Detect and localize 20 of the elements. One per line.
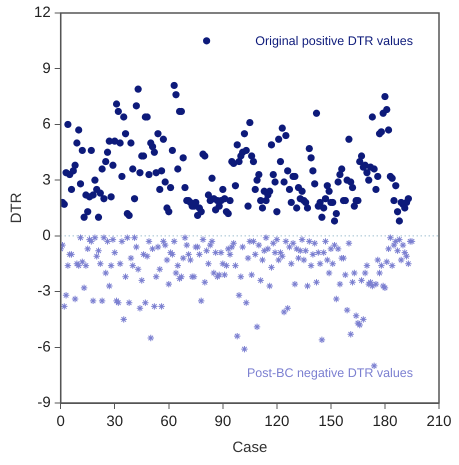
y-tick-label: 9 [42, 60, 51, 77]
y-tick-label: -3 [37, 282, 51, 300]
x-axis-title: Case [232, 439, 268, 456]
x-tick-label: 180 [372, 413, 398, 430]
x-tick-label: 60 [160, 413, 178, 430]
x-tick-label: 150 [318, 413, 344, 430]
y-tick-label: 0 [42, 227, 51, 244]
y-axis-title: DTR [8, 192, 26, 224]
x-tick-label: 210 [426, 413, 452, 430]
y-tick-label: 12 [34, 4, 51, 22]
y-tick-label: 6 [42, 116, 51, 133]
x-tick-label: 30 [106, 413, 124, 430]
x-tick-label: 0 [56, 413, 65, 430]
text: Original positive DTR values [255, 34, 413, 48]
x-tick-label: 90 [214, 413, 232, 430]
x-tick-label: 120 [264, 413, 290, 430]
y-tick-label: -6 [37, 338, 51, 356]
series-label: Post-BC negative DTR values [246, 366, 413, 380]
y-tick-label: 3 [42, 171, 51, 188]
y-tick-label: -9 [37, 394, 51, 412]
